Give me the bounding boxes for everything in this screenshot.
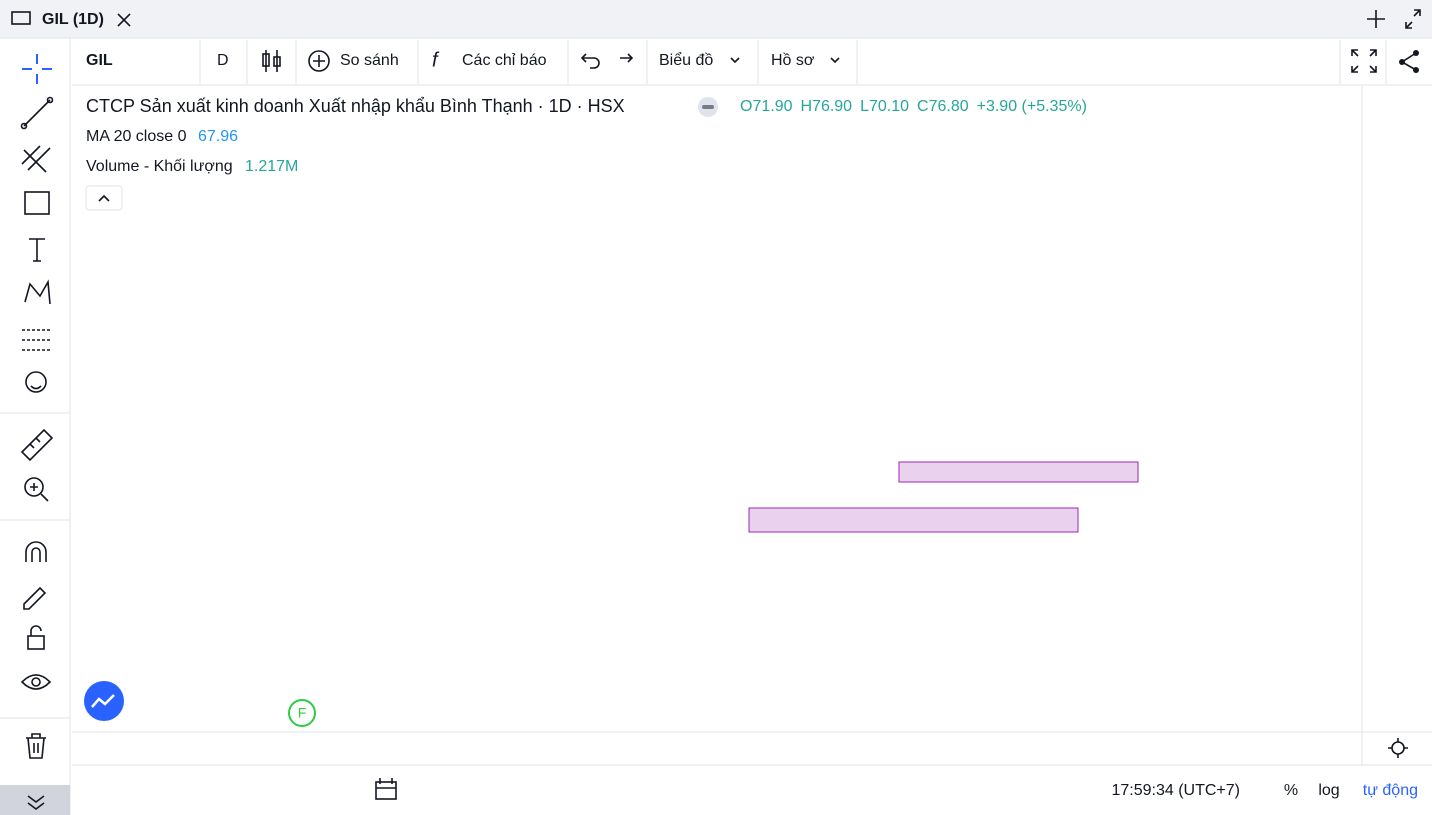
drawing-tools (0, 54, 70, 815)
legend: CTCP Sản xuất kinh doanh Xuất nhập khẩu … (84, 96, 1087, 727)
collapse-legend[interactable] (85, 185, 123, 211)
ohlc-item: H76.90 (800, 98, 852, 115)
settings[interactable] (1391, 741, 1405, 755)
share[interactable] (1399, 50, 1419, 73)
redo[interactable] (620, 53, 634, 63)
fullscreen[interactable] (1351, 49, 1377, 73)
ma-legend-name: MA 20 close 0 (86, 128, 187, 145)
profile-menu[interactable]: Hồ sơ (771, 52, 815, 69)
ohlc-item: +3.90 (+5.35%) (977, 98, 1087, 115)
tab-bar (0, 0, 1432, 38)
volume-legend-name: Volume - Khối lượng (86, 158, 233, 175)
ma-legend-value: 67.96 (198, 128, 238, 145)
percent-toggle[interactable]: % (1284, 782, 1298, 799)
close-tab[interactable] (117, 13, 131, 27)
expand[interactable] (1405, 9, 1421, 29)
log-toggle[interactable]: log (1318, 782, 1339, 799)
volume-legend-value: 1.217M (245, 158, 298, 175)
event-marker[interactable] (288, 699, 316, 727)
interval[interactable]: D (217, 52, 229, 69)
drawn-rectangle[interactable] (898, 461, 1139, 483)
compare[interactable]: So sánh (340, 52, 399, 69)
ohlc-item: O71.90 (740, 98, 793, 115)
fx-icon: f (432, 49, 440, 71)
chart-menu[interactable]: Biểu đồ (659, 51, 713, 69)
ohlc-item: L70.10 (860, 98, 909, 115)
add-tab[interactable] (1367, 10, 1385, 28)
undo[interactable] (580, 53, 600, 69)
drawn-rectangle[interactable] (748, 507, 1079, 533)
logo (84, 681, 124, 721)
indicators[interactable]: Các chỉ báo (462, 52, 547, 69)
clock: 17:59:34 (UTC+7) (1111, 782, 1240, 799)
tab-title: GIL (1D) (42, 11, 104, 28)
svg-text:F: F (298, 705, 307, 721)
ohlc-item: C76.80 (917, 98, 969, 115)
symbol[interactable]: GIL (86, 52, 113, 69)
chart-icon (11, 11, 31, 25)
date-range-icon[interactable] (375, 778, 397, 800)
legend-title: CTCP Sản xuất kinh doanh Xuất nhập khẩu … (86, 96, 625, 116)
ohlc: O71.90 H76.90 L70.10 C76.80 +3.90 (+5.35%) (740, 98, 1087, 115)
auto-toggle[interactable]: tự động (1363, 782, 1418, 799)
